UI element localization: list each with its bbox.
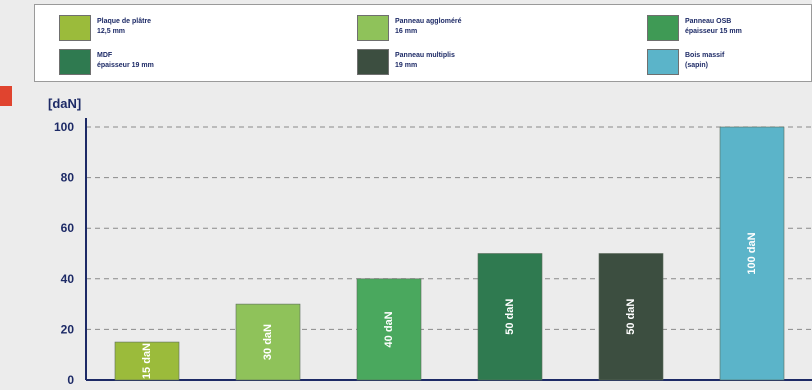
y-tick-label: 100 [54,120,74,134]
y-axis-unit-label: [daN] [48,96,82,111]
legend-swatch [647,49,679,75]
legend-item-bois-massif: Bois massif (sapin) [647,49,724,75]
legend-swatch [59,49,91,75]
legend-label: Panneau multiplis 19 mm [395,52,455,69]
legend-item-panneau-osb: Panneau OSB épaisseur 15 mm [647,15,742,41]
y-tick-label: 80 [61,171,75,185]
legend-label: Plaque de plâtre 12,5 mm [97,18,152,35]
bar [356,278,422,381]
bar [114,341,180,381]
legend-item-mdf: MDF épaisseur 19 mm [59,49,154,75]
bar-value-label: 50 daN [625,299,637,335]
legend-item-plaque-platre: Plaque de plâtre 12,5 mm [59,15,151,41]
bar-value-label: 100 daN [746,232,758,274]
bar [477,253,543,381]
chart-legend: Plaque de plâtre 12,5 mm Panneau agglomé… [34,4,812,82]
bar-value-label: 15 daN [141,343,153,379]
plot-area [86,110,812,380]
bar-value-label: 50 daN [504,299,516,335]
bar-value-label: 40 daN [383,311,395,347]
y-tick-label: 0 [67,373,74,387]
bar-value-label: 30 daN [262,324,274,360]
y-tick-label: 40 [61,272,75,286]
legend-item-panneau-agglomere: Panneau aggloméré 16 mm [357,15,462,41]
legend-label: Panneau aggloméré 16 mm [395,18,462,35]
bar [598,253,664,381]
legend-swatch [357,15,389,41]
y-tick-label: 20 [61,322,75,336]
legend-item-panneau-multiplis: Panneau multiplis 19 mm [357,49,455,75]
y-tick-label: 60 [61,221,75,235]
legend-swatch [647,15,679,41]
legend-label: MDF épaisseur 19 mm [97,52,154,69]
legend-label: Panneau OSB épaisseur 15 mm [685,18,742,35]
bar [719,126,785,381]
red-marker [0,86,12,106]
legend-swatch [59,15,91,41]
legend-label: Bois massif (sapin) [685,52,725,69]
bar [235,303,301,381]
legend-swatch [357,49,389,75]
